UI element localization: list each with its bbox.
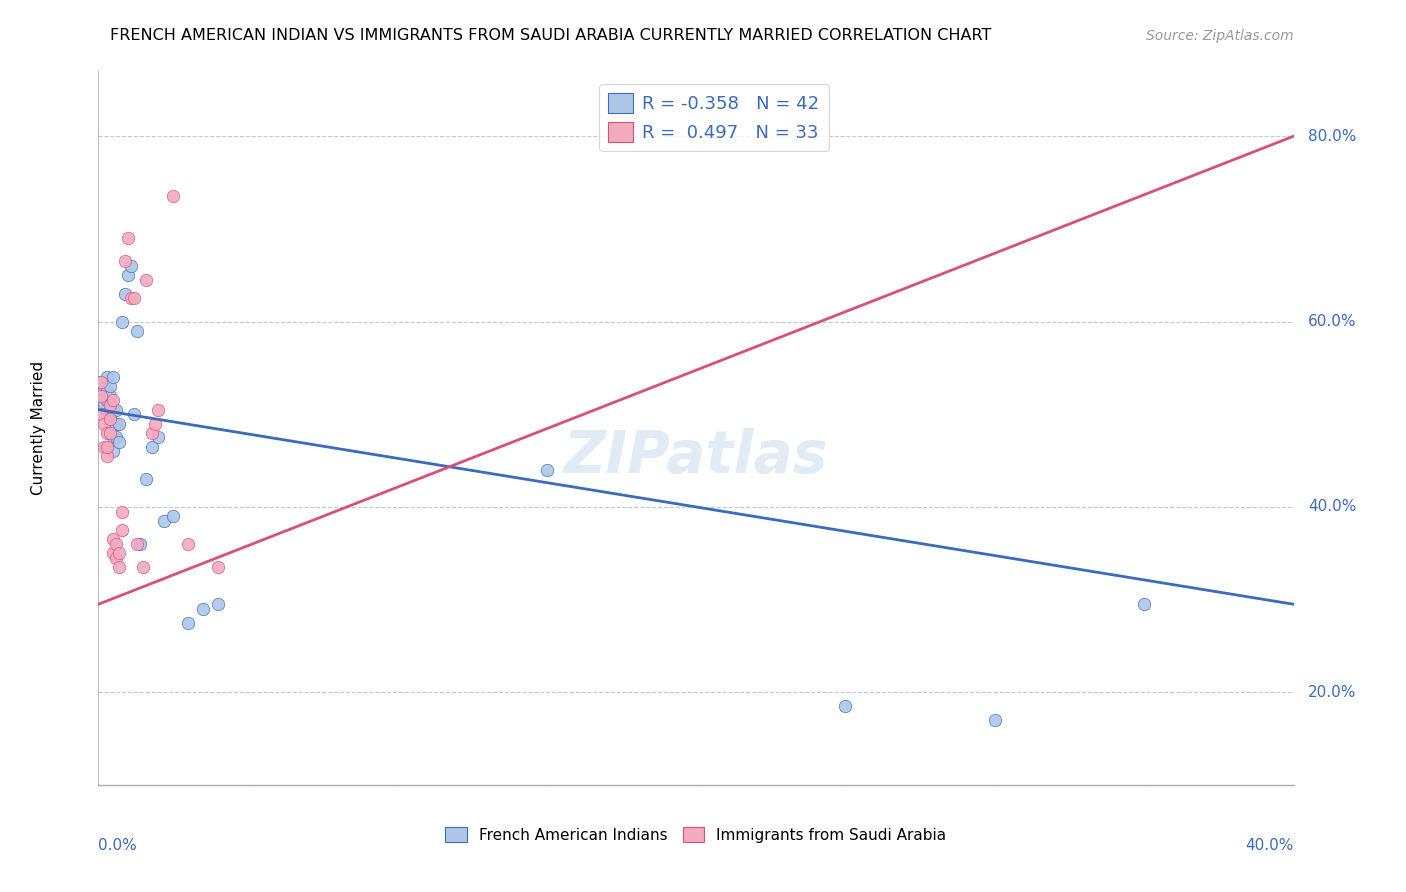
Point	[108, 417, 131, 431]
Point	[135, 472, 157, 486]
Point	[103, 430, 125, 444]
Point	[98, 425, 122, 440]
Point	[120, 259, 142, 273]
Point	[162, 509, 184, 524]
Point	[90, 393, 112, 408]
Point	[135, 273, 157, 287]
Point	[98, 398, 122, 412]
Point	[98, 389, 122, 403]
Point	[90, 389, 112, 403]
Point	[111, 505, 134, 519]
Point	[111, 315, 134, 329]
Point	[105, 430, 128, 444]
Point	[129, 537, 152, 551]
Point	[1133, 597, 1156, 611]
Point	[90, 375, 112, 389]
Point	[90, 407, 112, 421]
Text: Source: ZipAtlas.com: Source: ZipAtlas.com	[1146, 29, 1294, 43]
Point	[536, 463, 558, 477]
Point	[141, 425, 163, 440]
Point	[98, 412, 122, 426]
Point	[93, 379, 115, 393]
Text: Currently Married: Currently Married	[31, 361, 46, 495]
Point	[98, 402, 122, 417]
Point	[108, 435, 131, 450]
Legend: French American Indians, Immigrants from Saudi Arabia: French American Indians, Immigrants from…	[439, 821, 953, 848]
Point	[96, 440, 118, 454]
Point	[148, 430, 170, 444]
Text: 20.0%: 20.0%	[1308, 685, 1357, 700]
Point	[114, 286, 136, 301]
Point	[834, 699, 856, 714]
Point	[117, 268, 139, 283]
Point	[103, 533, 125, 547]
Point	[132, 560, 155, 574]
Point	[103, 370, 125, 384]
Point	[120, 292, 142, 306]
Point	[141, 440, 163, 454]
Point	[153, 514, 176, 528]
Text: 40.0%: 40.0%	[1308, 500, 1357, 515]
Text: 60.0%: 60.0%	[1308, 314, 1357, 329]
Point	[148, 402, 170, 417]
Point	[162, 189, 184, 203]
Point	[105, 402, 128, 417]
Point	[93, 398, 115, 412]
Point	[111, 523, 134, 537]
Point	[98, 425, 122, 440]
Point	[191, 602, 214, 616]
Point	[177, 615, 200, 630]
Point	[103, 393, 125, 408]
Point	[96, 370, 118, 384]
Point	[127, 324, 149, 338]
Point	[90, 375, 112, 389]
Text: ZIPatlas: ZIPatlas	[564, 428, 828, 485]
Point	[124, 407, 146, 421]
Point	[96, 407, 118, 421]
Point	[105, 417, 128, 431]
Point	[124, 292, 146, 306]
Point	[103, 444, 125, 458]
Point	[103, 546, 125, 560]
Point	[93, 417, 115, 431]
Point	[114, 254, 136, 268]
Point	[98, 412, 122, 426]
Point	[105, 537, 128, 551]
Point	[93, 440, 115, 454]
Point	[984, 713, 1007, 727]
Point	[108, 546, 131, 560]
Point	[96, 393, 118, 408]
Point	[96, 425, 118, 440]
Text: FRENCH AMERICAN INDIAN VS IMMIGRANTS FROM SAUDI ARABIA CURRENTLY MARRIED CORRELA: FRENCH AMERICAN INDIAN VS IMMIGRANTS FRO…	[111, 28, 991, 43]
Point	[108, 560, 131, 574]
Point	[105, 550, 128, 565]
Text: 80.0%: 80.0%	[1308, 128, 1357, 144]
Point	[127, 537, 149, 551]
Point	[103, 402, 125, 417]
Point	[96, 449, 118, 463]
Point	[207, 560, 229, 574]
Point	[143, 417, 166, 431]
Point	[96, 384, 118, 398]
Text: 0.0%: 0.0%	[98, 838, 138, 854]
Point	[98, 379, 122, 393]
Point	[177, 537, 200, 551]
Text: 40.0%: 40.0%	[1246, 838, 1294, 854]
Point	[117, 231, 139, 245]
Point	[103, 417, 125, 431]
Point	[207, 597, 229, 611]
